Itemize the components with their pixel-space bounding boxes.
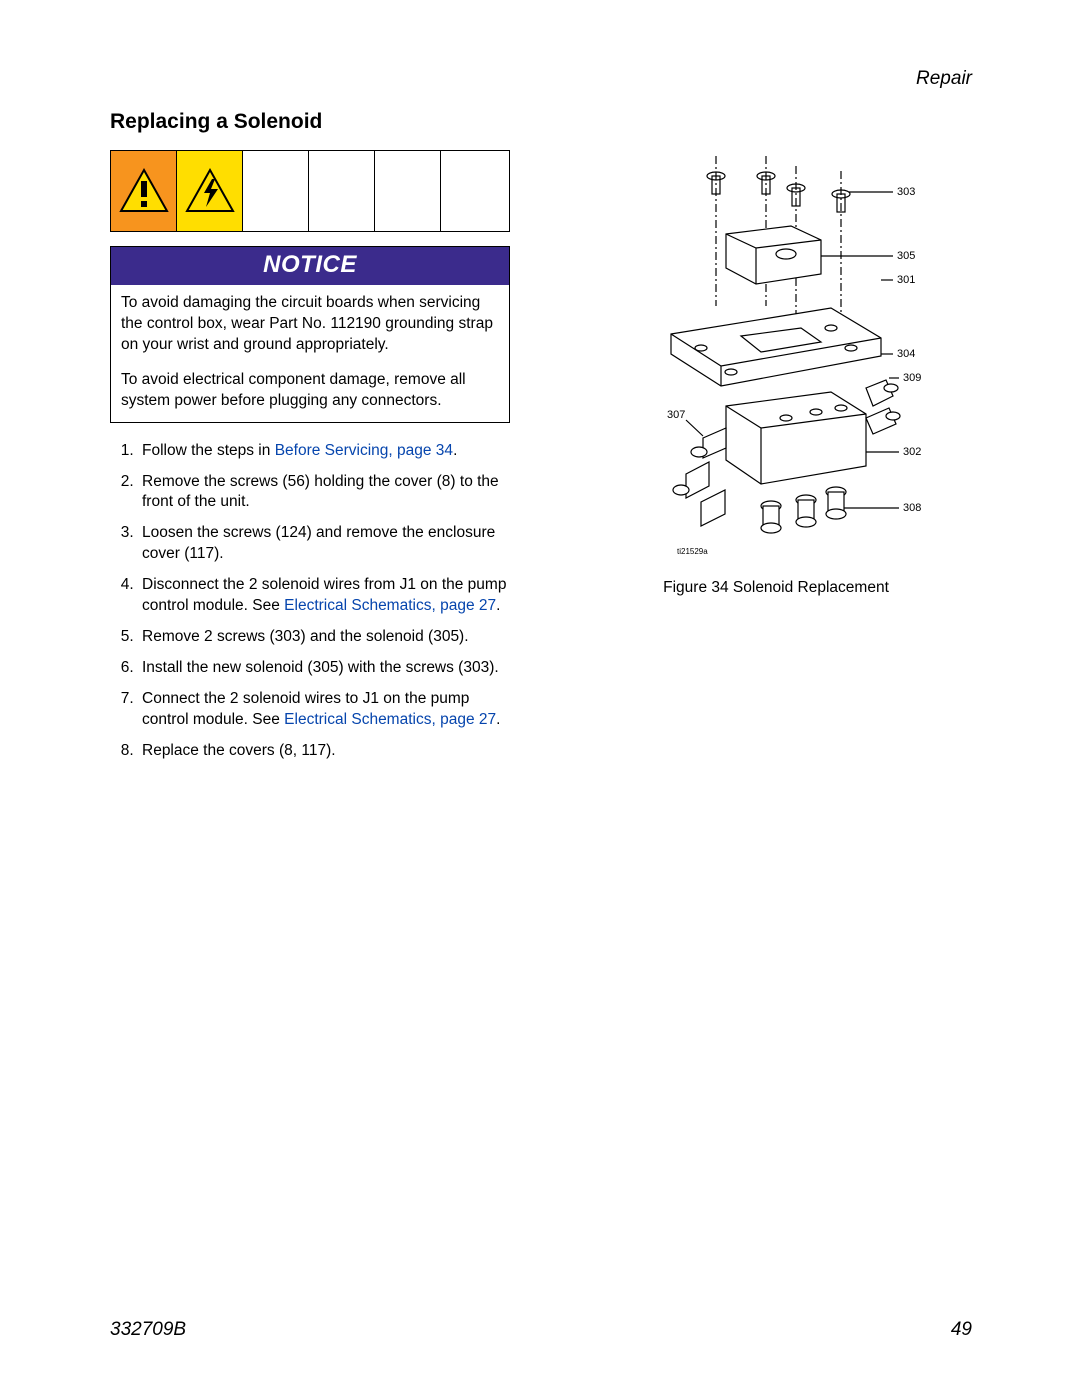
step-5: Remove 2 screws (303) and the solenoid (… bbox=[138, 627, 510, 648]
two-column-layout: NOTICE To avoid damaging the circuit boa… bbox=[110, 150, 980, 772]
warning-empty-cell-1 bbox=[243, 151, 309, 231]
warning-triangle-icon bbox=[111, 151, 177, 231]
page: Repair Replacing a Solenoid bbox=[0, 0, 1080, 1397]
callout-305: 305 bbox=[897, 250, 915, 262]
warning-icon-row bbox=[110, 150, 510, 232]
section-header: Repair bbox=[916, 68, 972, 90]
left-column: NOTICE To avoid damaging the circuit boa… bbox=[110, 150, 510, 772]
electric-shock-icon bbox=[177, 151, 243, 231]
step-3: Loosen the screws (124) and remove the e… bbox=[138, 523, 510, 565]
steps-list: Follow the steps in Before Servicing, pa… bbox=[110, 441, 510, 762]
warning-empty-cell-3 bbox=[375, 151, 441, 231]
link-before-servicing[interactable]: Before Servicing, page 34 bbox=[275, 442, 453, 459]
step-text: Follow the steps in bbox=[142, 442, 275, 459]
notice-paragraph-2: To avoid electrical component damage, re… bbox=[121, 370, 499, 412]
page-number: 49 bbox=[951, 1319, 972, 1341]
step-6: Install the new solenoid (305) with the … bbox=[138, 658, 510, 679]
notice-paragraph-1: To avoid damaging the circuit boards whe… bbox=[121, 293, 499, 356]
notice-body: To avoid damaging the circuit boards whe… bbox=[111, 285, 509, 422]
figure: 303 305 301 304 309 307 302 308 ti21529a… bbox=[572, 156, 980, 597]
right-column: 303 305 301 304 309 307 302 308 ti21529a… bbox=[542, 150, 980, 772]
link-electrical-schematics-1[interactable]: Electrical Schematics, page 27 bbox=[284, 597, 496, 614]
callout-307: 307 bbox=[667, 409, 685, 421]
callout-308: 308 bbox=[903, 502, 921, 514]
warning-empty-cell-4 bbox=[441, 151, 509, 231]
callout-301: 301 bbox=[897, 274, 915, 286]
step-text: . bbox=[496, 711, 500, 728]
callout-302: 302 bbox=[903, 446, 921, 458]
notice-label: NOTICE bbox=[111, 247, 509, 285]
callout-303: 303 bbox=[897, 186, 915, 198]
step-text: . bbox=[496, 597, 500, 614]
figure-caption: Figure 34 Solenoid Replacement bbox=[572, 579, 980, 597]
page-title: Replacing a Solenoid bbox=[110, 110, 980, 134]
step-text: . bbox=[453, 442, 457, 459]
step-2: Remove the screws (56) holding the cover… bbox=[138, 472, 510, 514]
callout-309: 309 bbox=[903, 372, 921, 384]
link-electrical-schematics-2[interactable]: Electrical Schematics, page 27 bbox=[284, 711, 496, 728]
step-1: Follow the steps in Before Servicing, pa… bbox=[138, 441, 510, 462]
step-8: Replace the covers (8, 117). bbox=[138, 741, 510, 762]
doc-number: 332709B bbox=[110, 1319, 186, 1341]
step-7: Connect the 2 solenoid wires to J1 on th… bbox=[138, 689, 510, 731]
notice-box: NOTICE To avoid damaging the circuit boa… bbox=[110, 246, 510, 423]
warning-empty-cell-2 bbox=[309, 151, 375, 231]
callout-304: 304 bbox=[897, 348, 915, 360]
drawing-id: ti21529a bbox=[677, 547, 708, 556]
solenoid-diagram-icon: 303 305 301 304 309 307 302 308 ti21529a bbox=[631, 156, 931, 566]
step-4: Disconnect the 2 solenoid wires from J1 … bbox=[138, 575, 510, 617]
page-footer: 332709B 49 bbox=[110, 1319, 972, 1341]
